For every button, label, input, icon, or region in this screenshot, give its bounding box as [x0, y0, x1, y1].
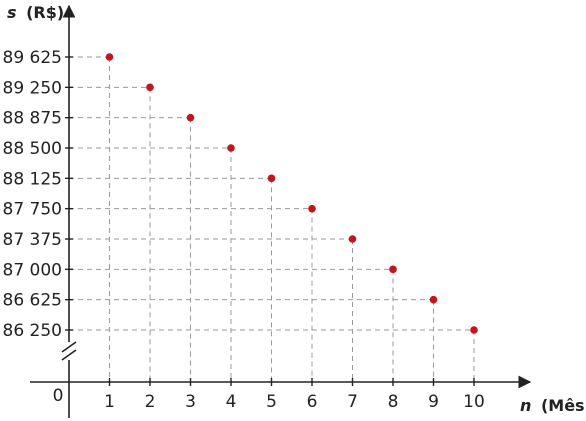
data-point	[186, 113, 195, 122]
y-tick-label: 88 500	[3, 139, 62, 159]
x-tick-label: 8	[388, 392, 399, 412]
data-point	[105, 53, 114, 61]
x-tick-label: 4	[226, 392, 237, 412]
y-tick-label: 88 125	[3, 169, 62, 189]
x-tick-label: 3	[185, 392, 196, 412]
data-points	[105, 53, 478, 334]
y-tick-label: 87 750	[3, 200, 62, 220]
x-axis-unit: (Mês)	[541, 396, 586, 415]
data-point	[227, 144, 235, 152]
y-axis-label: s (R$)	[7, 3, 64, 22]
x-tick-label: 9	[428, 392, 439, 412]
data-point	[308, 204, 316, 213]
y-tick-label: 87 000	[3, 260, 62, 280]
x-axis-variable: n	[520, 396, 531, 415]
x-tick-label: 2	[145, 392, 156, 412]
data-point	[146, 83, 154, 92]
y-tick-label: 86 250	[3, 321, 62, 341]
origin-label: 0	[53, 386, 64, 406]
tick-labels: 1 89 625 2 89 250 3 88 875 4 88 500 5 88 125 6 87 7…	[3, 48, 485, 412]
data-point	[267, 174, 276, 183]
x-tick-label: 7	[347, 392, 358, 412]
x-tick-label: 6	[307, 392, 318, 412]
y-tick-label: 88 875	[3, 109, 62, 129]
data-point	[429, 295, 438, 304]
guide-lines	[69, 56, 475, 382]
y-axis-break-icon	[61, 341, 77, 361]
y-tick-label: 87 375	[3, 230, 62, 250]
data-point	[470, 326, 478, 334]
data-point	[348, 235, 357, 243]
y-tick-label: 89 625	[3, 48, 62, 68]
y-tick-label: 86 625	[3, 291, 62, 311]
data-point	[389, 265, 397, 274]
y-axis-unit: (R$)	[26, 3, 64, 22]
x-tick-label: 10	[463, 392, 485, 412]
y-axis-variable: s	[7, 3, 17, 22]
x-tick-label: 1	[104, 392, 115, 412]
y-tick-label: 89 250	[3, 78, 62, 98]
x-axis-label: n (Mês)	[520, 396, 586, 415]
x-tick-label: 5	[266, 392, 277, 412]
